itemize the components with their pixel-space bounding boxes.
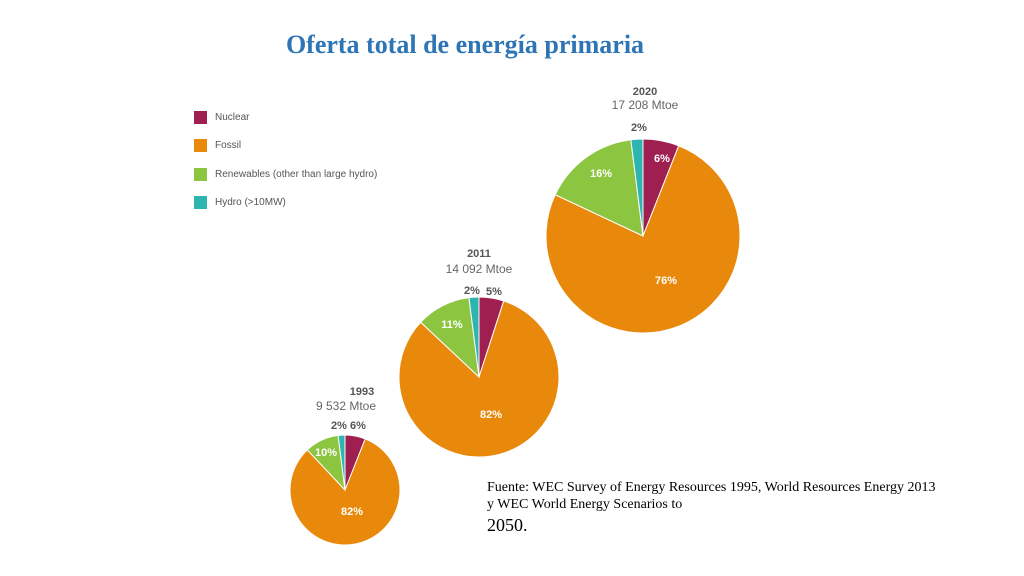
pie-year-2011: 2011: [467, 248, 491, 260]
pie-year-1993: 1993: [350, 386, 374, 398]
source-note: Fuente: WEC Survey of Energy Resources 1…: [487, 479, 987, 537]
pie-slice-2020-hydro: [630, 138, 644, 237]
slice-label-2011-fossil: 82%: [480, 409, 502, 421]
pie-total-1993: 9 532 Mtoe: [316, 399, 376, 413]
source-line-3: 2050.: [487, 515, 528, 535]
pie-slice-1993-hydro: [337, 434, 346, 491]
slice-label-2011-hydro: 2%: [464, 285, 480, 297]
slice-label-1993-fossil: 82%: [341, 506, 363, 518]
pie-total-2020: 17 208 Mtoe: [612, 98, 679, 112]
source-line-2: y WEC World Energy Scenarios to: [487, 497, 683, 512]
pie-total-2011: 14 092 Mtoe: [446, 262, 513, 276]
legend-label: Hydro (>10MW): [215, 197, 286, 209]
legend-item-fossil: Fossil: [194, 132, 377, 161]
legend-swatch-nuclear: [194, 110, 207, 124]
slice-label-2011-nuclear: 5%: [486, 286, 502, 298]
slice-label-2011-renewables: 11%: [441, 319, 463, 331]
legend-item-renewables: Renewables (other than large hydro): [194, 160, 377, 189]
slice-label-1993-hydro: 2%: [331, 420, 347, 432]
slice-label-2020-renewables: 16%: [590, 168, 612, 180]
pie-slice-2020-fossil: [545, 145, 741, 334]
legend-swatch-hydro: [194, 196, 207, 210]
slice-label-1993-nuclear: 6%: [350, 420, 366, 432]
slice-label-2020-nuclear: 6%: [654, 153, 670, 165]
legend-swatch-fossil: [194, 139, 207, 153]
pie-slice-2011-hydro: [468, 296, 480, 378]
pie-slice-1993-fossil: [289, 438, 401, 546]
legend-swatch-renewables: [194, 167, 207, 181]
slice-label-2020-fossil: 76%: [655, 275, 677, 287]
legend-label: Nuclear: [215, 111, 250, 123]
source-line-1: Fuente: WEC Survey of Energy Resources 1…: [487, 480, 936, 495]
slice-label-1993-renewables: 10%: [315, 447, 337, 459]
page-title: Oferta total de energía primaria: [285, 30, 645, 59]
legend-item-hydro: Hydro (>10MW): [194, 189, 377, 218]
slice-label-2020-hydro: 2%: [631, 122, 647, 134]
legend-item-nuclear: Nuclear: [194, 103, 377, 132]
pie-year-2020: 2020: [633, 86, 657, 98]
pie-slice-2020-renewables: [554, 139, 644, 237]
legend: Nuclear Fossil Renewables (other than la…: [194, 103, 377, 217]
legend-label: Fossil: [215, 140, 242, 152]
legend-label: Renewables (other than large hydro): [215, 168, 378, 180]
